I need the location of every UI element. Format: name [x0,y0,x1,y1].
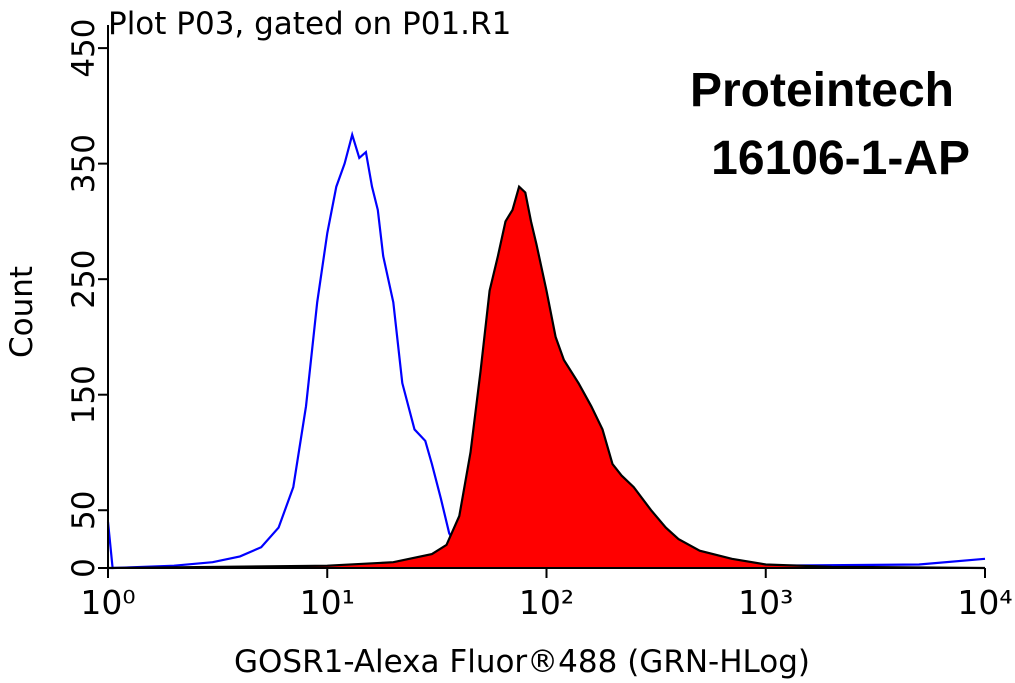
x-axis-label: GOSR1-Alexa Fluor®488 (GRN-HLog) [234,644,810,680]
x-tick-label: 10² [519,583,574,622]
y-tick-label: 450 [66,19,102,78]
annotation: Proteintech [690,64,954,117]
y-axis-label: Count [4,266,40,358]
x-tick-label: 10⁴ [957,583,1012,622]
chart-title: Plot P03, gated on P01.R1 [108,6,511,42]
y-tick-label: 350 [66,134,102,193]
x-tick-label: 10¹ [300,583,355,622]
histogram-line [107,184,986,570]
x-tick-label: 10⁰ [80,583,135,622]
annotation: 16106-1-AP [711,132,970,185]
x-tick-label: 10³ [738,583,793,622]
y-tick-label: 0 [66,558,102,578]
histogram-area [108,186,985,568]
y-tick-label: 250 [66,250,102,309]
y-tick-label: 150 [66,365,102,424]
y-tick-label: 50 [66,491,102,530]
